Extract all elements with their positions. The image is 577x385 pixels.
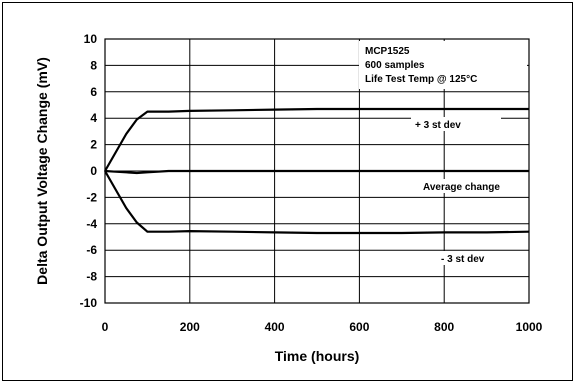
x-tick-label: 400: [265, 320, 285, 334]
y-tick-label: 2: [90, 138, 97, 152]
info-line: Life Test Temp @ 125°C: [365, 74, 477, 85]
chart-frame: 0 200 400 600 800 1000 10 8 6 4 2 0 -2 -4 -6 -8 -10 MCP…: [2, 2, 573, 381]
y-tick-label: 4: [90, 111, 97, 125]
series-label: + 3 st dev: [415, 120, 461, 131]
x-tick-labels: 0 200 400 600 800 1000: [102, 320, 543, 334]
info-line: MCP1525: [365, 46, 410, 57]
y-tick-label: -8: [86, 270, 97, 284]
y-tick-label: 6: [90, 85, 97, 99]
x-tick-label: 0: [102, 320, 109, 334]
series-label: - 3 st dev: [441, 254, 485, 265]
y-axis-title: Delta Output Voltage Change (mV): [34, 57, 50, 285]
x-tick-label: 600: [349, 320, 369, 334]
info-box: MCP1525 600 samples Life Test Temp @ 125°C: [359, 41, 527, 89]
line-chart: 0 200 400 600 800 1000 10 8 6 4 2 0 -2 -4 -6 -8 -10 MCP…: [3, 3, 574, 382]
x-axis-title: Time (hours): [275, 348, 360, 364]
y-tick-label: -6: [86, 243, 97, 257]
y-tick-label: -2: [86, 190, 97, 204]
series-label: Average change: [423, 182, 500, 193]
series-labels: + 3 st dev Average change - 3 st dev: [411, 117, 519, 265]
y-tick-label: -10: [80, 296, 98, 310]
y-tick-label: -4: [86, 217, 97, 231]
info-line: 600 samples: [365, 60, 425, 71]
x-tick-label: 1000: [516, 320, 543, 334]
y-tick-labels: 10 8 6 4 2 0 -2 -4 -6 -8 -10: [80, 32, 98, 310]
y-tick-label: 8: [90, 58, 97, 72]
y-tick-label: 0: [90, 164, 97, 178]
x-tick-label: 200: [180, 320, 200, 334]
x-tick-label: 800: [434, 320, 454, 334]
y-tick-label: 10: [84, 32, 98, 46]
series-line-1: [105, 171, 529, 173]
